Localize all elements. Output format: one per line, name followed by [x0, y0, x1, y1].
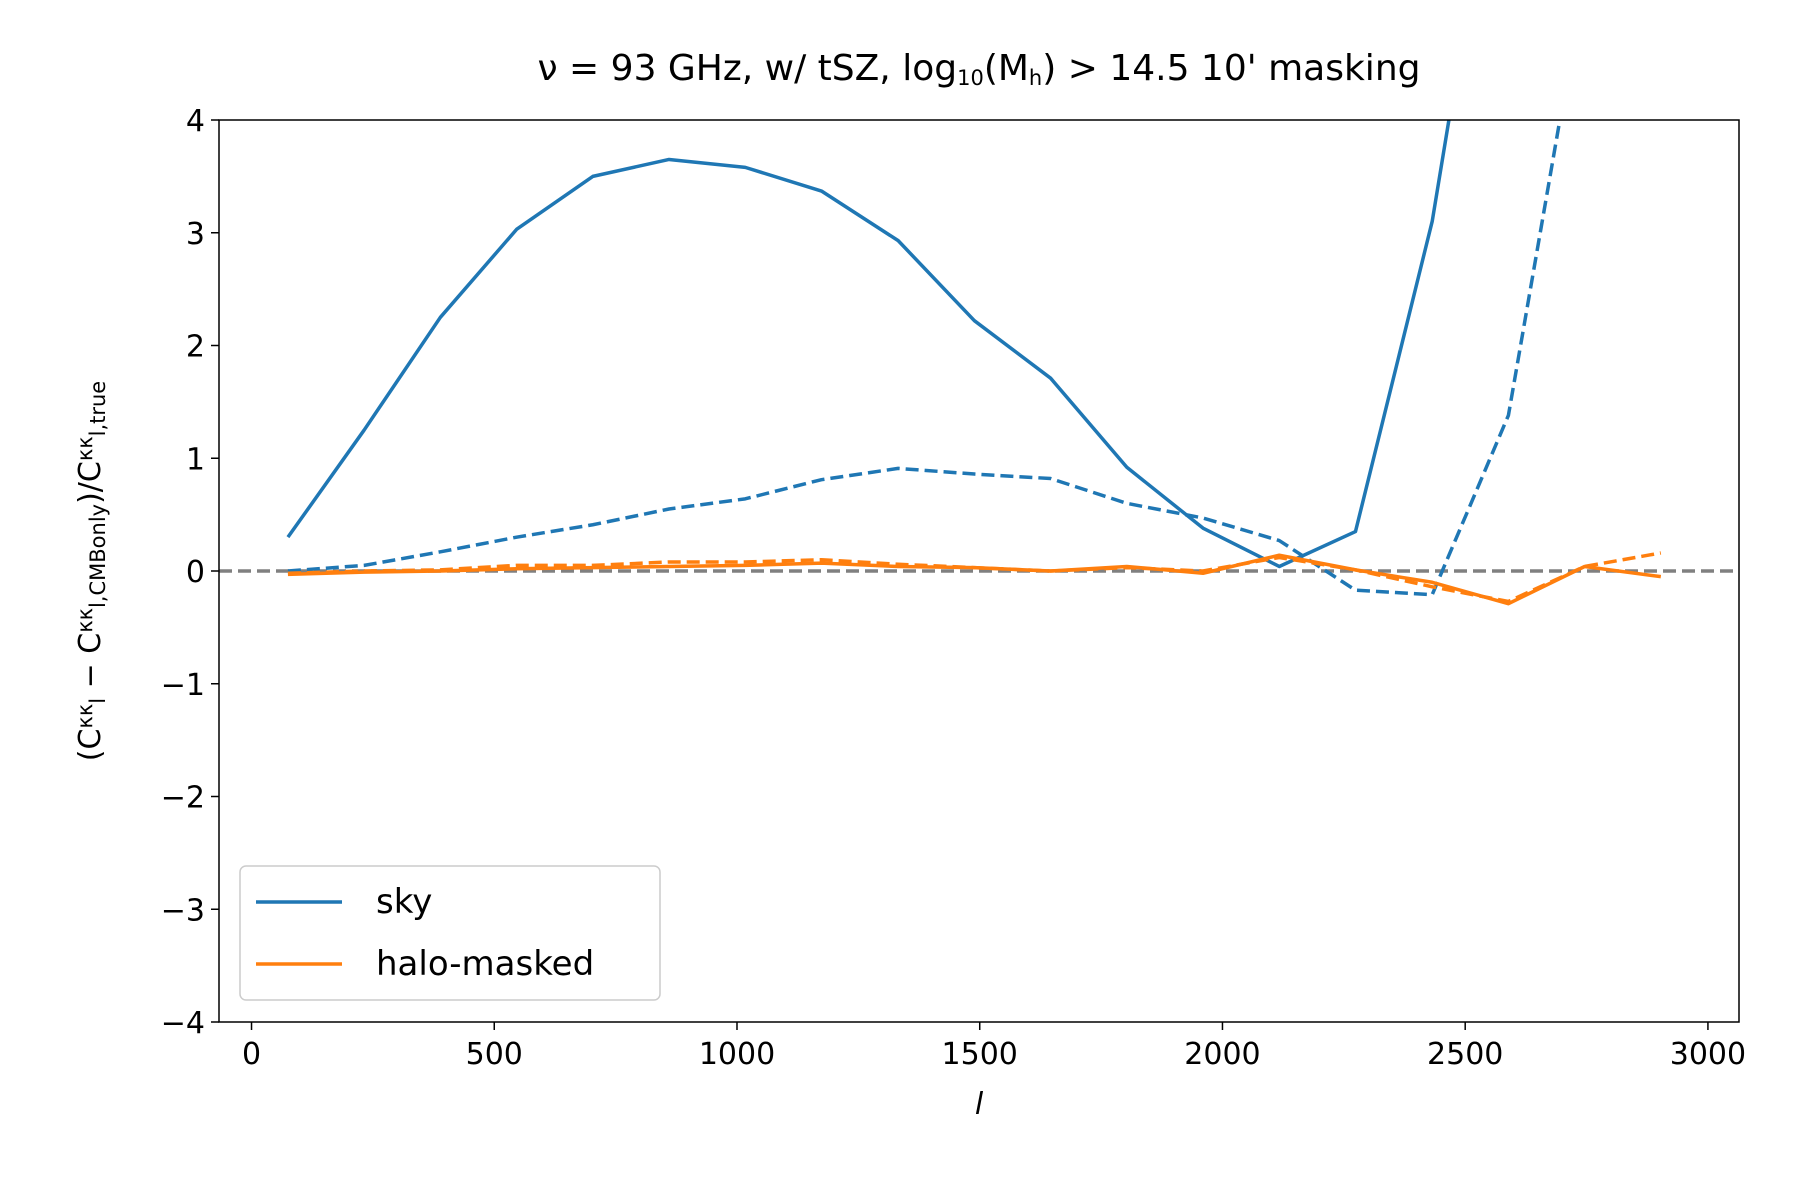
x-tick-label: 1500	[942, 1037, 1018, 1072]
y-tick-label: 1	[186, 442, 205, 477]
series-line	[287, 120, 1562, 597]
x-tick-label: 2000	[1184, 1037, 1260, 1072]
text-part: κκ	[73, 436, 97, 461]
y-tick-label: 0	[186, 555, 205, 590]
plot-area	[286, 120, 1662, 606]
x-tick-label: 3000	[1670, 1037, 1746, 1072]
text-part: (C	[73, 729, 108, 762]
text-part: ν = 93 GHz, w/ tSZ, log	[538, 48, 958, 89]
legend-label: halo-masked	[376, 944, 594, 984]
x-tick-label: 0	[242, 1037, 261, 1072]
text-part: l,true	[86, 381, 110, 437]
text-part: l,CMBonly	[86, 504, 110, 608]
text-part: (M	[984, 48, 1029, 89]
text-part: κκ	[73, 704, 97, 729]
text-part: − C	[73, 633, 108, 698]
text-part: ) > 14.5 10' masking	[1042, 48, 1420, 89]
legend-box	[239, 865, 661, 1001]
y-tick-label: −1	[161, 668, 205, 703]
y-tick-label: −4	[161, 1006, 205, 1041]
text-part: l	[86, 698, 110, 704]
x-axis-label: l	[975, 1087, 984, 1122]
x-tick-label: 1000	[699, 1037, 775, 1072]
y-tick-label: −3	[161, 893, 205, 928]
text-part: κκ	[73, 608, 97, 633]
series-line	[286, 120, 1451, 569]
y-tick-label: −2	[161, 781, 205, 816]
text-part: )/C	[73, 461, 108, 504]
y-tick-label: 3	[186, 217, 205, 252]
chart-title: ν = 93 GHz, w/ tSZ, log10(Mh) > 14.5 10'…	[538, 48, 1421, 90]
series-line	[287, 551, 1662, 604]
y-tick-label: 2	[186, 330, 205, 365]
y-axis-label: (Cκκl − Cκκl,CMBonly)/Cκκl,true	[73, 381, 111, 761]
text-part: 10	[957, 66, 984, 90]
x-tick-label: 500	[466, 1037, 523, 1072]
y-tick-label: 4	[186, 104, 205, 139]
legend-label: sky	[376, 882, 432, 922]
x-tick-label: 2500	[1427, 1037, 1503, 1072]
text-part: h	[1029, 66, 1042, 90]
